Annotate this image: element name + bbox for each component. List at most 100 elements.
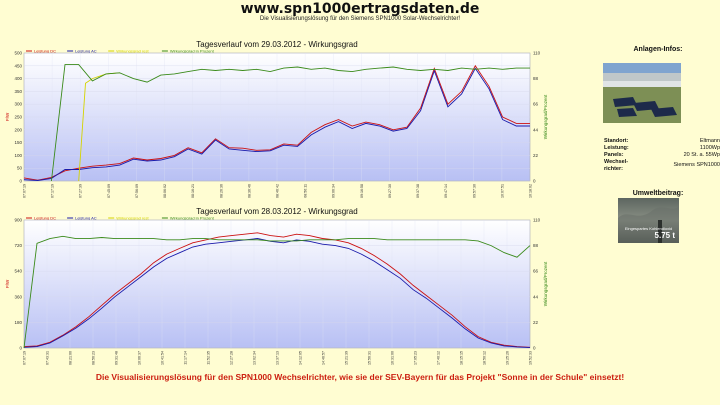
- y-tick-left: 250: [14, 115, 22, 120]
- legend-label: Wirkungsgrad in Prozent: [170, 216, 215, 221]
- legend-label: Wirkungsgrad in Prozent: [170, 49, 215, 54]
- y-tick-left: 540: [14, 269, 22, 274]
- x-tick: 13:02:34: [253, 351, 257, 365]
- y-tick-right: 110: [533, 51, 541, 56]
- series-line: [23, 67, 530, 181]
- y-tick-left: 50: [17, 166, 23, 171]
- x-tick: 08:36:46: [247, 184, 251, 198]
- y-tick-left: 200: [14, 127, 22, 132]
- chart-title: Tagesverlauf vom 29.03.2012 - Wirkungsgr…: [196, 40, 357, 49]
- info-row-inverter: Wechsel-richter: Siemens SPN1000: [604, 159, 720, 172]
- series-line: [50, 64, 530, 182]
- x-tick: 08:26:36: [219, 184, 223, 198]
- series-line: [23, 238, 531, 349]
- y-tick-right: 44: [533, 294, 539, 299]
- x-tick: 13:37:13: [276, 351, 280, 365]
- x-tick: 07:17:19: [51, 184, 55, 198]
- x-tick: 07:07:19: [23, 351, 27, 365]
- y-tick-right: 44: [533, 127, 539, 132]
- y-tick-left: 500: [14, 51, 22, 56]
- x-tick: 08:56:23: [92, 351, 96, 365]
- x-tick: 19:25:26: [506, 351, 510, 365]
- x-tick: 07:07:19: [23, 184, 27, 198]
- x-tick: 07:27:39: [79, 184, 83, 198]
- chart-28-03-2012: Tagesverlauf vom 28.03.2012 - Wirkungsgr…: [4, 205, 552, 373]
- y-tick-right: 0: [533, 179, 536, 184]
- y-axis-label-left: P/W: [5, 279, 10, 288]
- info-row-power: Leistung: 1100Wp: [604, 145, 720, 151]
- x-tick: 15:56:31: [368, 351, 372, 365]
- x-tick: 08:06:02: [163, 184, 167, 198]
- x-tick: 10:06:37: [138, 351, 142, 365]
- co2-label: Eingespartes Kohlendioxid: [624, 226, 673, 231]
- x-tick: 18:50:12: [483, 351, 487, 365]
- y-tick-right: 110: [533, 218, 541, 223]
- x-tick: 08:16:21: [191, 184, 195, 198]
- x-tick: 09:06:34: [332, 184, 336, 198]
- x-tick: 12:27:28: [230, 351, 234, 365]
- x-tick: 09:47:14: [444, 184, 448, 198]
- y-axis-label-right: Wirkungsgrad/Prozent: [543, 94, 548, 139]
- chart-29-03-2012: Tagesverlauf vom 29.03.2012 - Wirkungsgr…: [4, 38, 552, 206]
- x-tick: 16:31:00: [391, 351, 395, 365]
- x-tick: 17:05:23: [414, 351, 418, 365]
- x-tick: 10:07:51: [500, 184, 504, 198]
- x-tick: 19:52:33: [529, 351, 533, 365]
- series-line: [23, 64, 530, 181]
- y-tick-right: 66: [533, 269, 539, 274]
- x-tick: 07:45:09: [107, 184, 111, 198]
- info-row-panels: Panels: 20 St. a. 55Wp: [604, 152, 720, 158]
- y-tick-right: 88: [533, 76, 539, 81]
- x-tick: 11:17:14: [184, 351, 188, 365]
- chart-title: Tagesverlauf vom 28.03.2012 - Wirkungsgr…: [196, 207, 357, 216]
- plant-info-title: Anlagen-Infos:: [633, 46, 683, 53]
- legend-label: Leistung AC: [75, 49, 97, 54]
- y-tick-right: 66: [533, 102, 539, 107]
- environment-title: Umweltbeitrag:: [632, 190, 684, 197]
- x-tick: 18:15:15: [460, 351, 464, 365]
- series-line: [23, 235, 531, 349]
- footer-slogan: Die Visualisierungslösung für den SPN100…: [95, 372, 625, 382]
- site-title: www.spn1000ertragsdaten.de: [240, 1, 480, 17]
- x-tick: 10:18:02: [529, 184, 533, 198]
- legend-label: Leistung DC: [34, 216, 56, 221]
- y-tick-left: 450: [14, 63, 22, 68]
- y-tick-left: 360: [14, 294, 22, 299]
- info-row-location: Standort: Eltmann: [604, 138, 720, 144]
- x-tick: 09:16:58: [360, 184, 364, 198]
- y-tick-left: 300: [14, 102, 22, 107]
- co2-value: 5.75 t: [654, 231, 675, 240]
- x-tick: 15:21:39: [345, 351, 349, 365]
- x-tick: 07:56:09: [135, 184, 139, 198]
- x-tick: 11:52:35: [207, 351, 211, 365]
- legend-label: Wirkungsgrad rest: [116, 49, 149, 54]
- y-tick-left: 150: [14, 140, 22, 145]
- y-tick-right: 88: [533, 243, 539, 248]
- legend-label: Leistung DC: [34, 49, 56, 54]
- y-tick-right: 22: [533, 320, 539, 325]
- x-tick: 17:40:12: [437, 351, 441, 365]
- co2-saved-box: Eingespartes Kohlendioxid 5.75 t: [618, 198, 679, 243]
- legend-label: Wirkungsgrad rest: [116, 216, 149, 221]
- chart1-svg: Tagesverlauf vom 29.03.2012 - Wirkungsgr…: [5, 40, 548, 198]
- series-line: [23, 232, 531, 348]
- y-tick-left: 0: [19, 179, 22, 184]
- y-tick-right: 0: [533, 346, 536, 351]
- y-tick-left: 180: [14, 320, 22, 325]
- y-tick-left: 350: [14, 89, 22, 94]
- x-tick: 08:56:11: [304, 184, 308, 198]
- x-tick: 09:27:30: [388, 184, 392, 198]
- x-tick: 09:37:38: [416, 184, 420, 198]
- x-tick: 09:31:48: [115, 351, 119, 365]
- site-subtitle: Die Visualisierungslösung für den Siemen…: [259, 16, 461, 22]
- y-tick-left: 0: [19, 346, 22, 351]
- y-tick-left: 100: [14, 153, 22, 158]
- x-tick: 09:57:30: [472, 184, 476, 198]
- x-tick: 14:46:57: [322, 351, 326, 365]
- plant-info-table: Standort: Eltmann Leistung: 1100Wp Panels:…: [604, 138, 720, 173]
- x-tick: 14:12:05: [299, 351, 303, 365]
- legend-label: Leistung AC: [75, 216, 97, 221]
- x-tick: 07:43:31: [46, 351, 50, 365]
- y-tick-left: 400: [14, 76, 22, 81]
- smoke-stack-image: [618, 206, 679, 243]
